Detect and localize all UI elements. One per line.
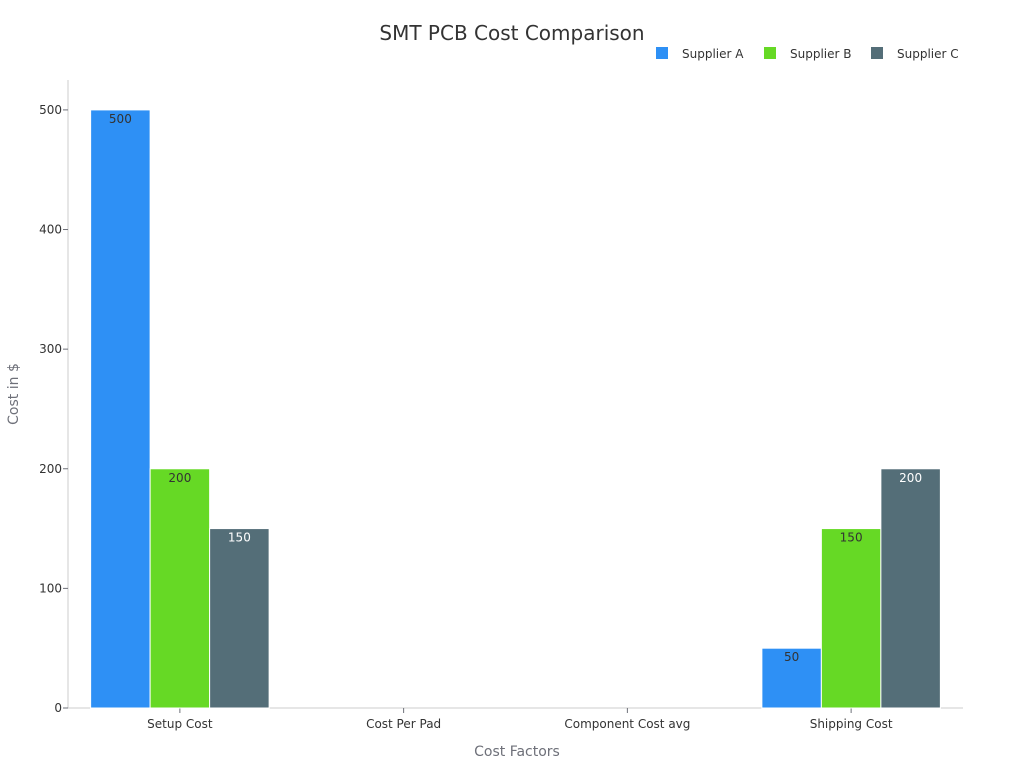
y-axis: 0 100 200 300 400 500 [39,80,69,715]
legend: Supplier A Supplier B Supplier C [656,47,959,61]
bar [820,528,882,709]
x-axis: Setup Cost Cost Per Pad Component Cost avg… [68,707,963,731]
y-tick-label: 100 [39,581,62,595]
y-tick-label: 0 [54,701,62,715]
legend-swatch [871,47,883,59]
y-axis-title: Cost in $ [6,363,22,425]
legend-label: Supplier C [897,47,959,61]
bar [880,468,941,709]
bar-value-label: 50 [784,650,799,664]
x-tick-label: Component Cost avg [564,717,690,731]
bar-value-label: 150 [840,531,863,545]
y-tick-label: 500 [39,103,62,117]
y-tick-label: 300 [39,342,62,356]
bar [149,468,211,709]
bar-value-label: 200 [899,471,922,485]
bar-labels-group: 500 200 150 50 150 200 [109,112,922,664]
y-tick-label: 200 [39,462,62,476]
bar [209,528,270,709]
bar-value-label: 200 [168,471,191,485]
x-tick-label: Shipping Cost [810,717,893,731]
legend-swatch [656,47,668,59]
bar-value-label: 500 [109,112,132,126]
bar [761,647,822,709]
x-tick-label: Cost Per Pad [366,717,441,731]
bars-group [90,109,941,709]
x-axis-title: Cost Factors [474,744,560,760]
legend-label: Supplier B [790,47,852,61]
bar [90,109,151,709]
y-tick-label: 400 [39,223,62,237]
legend-label: Supplier A [682,47,744,61]
x-tick-label: Setup Cost [147,717,213,731]
bar-value-label: 150 [228,531,251,545]
legend-swatch [764,47,776,59]
chart-title: SMT PCB Cost Comparison [379,21,644,45]
